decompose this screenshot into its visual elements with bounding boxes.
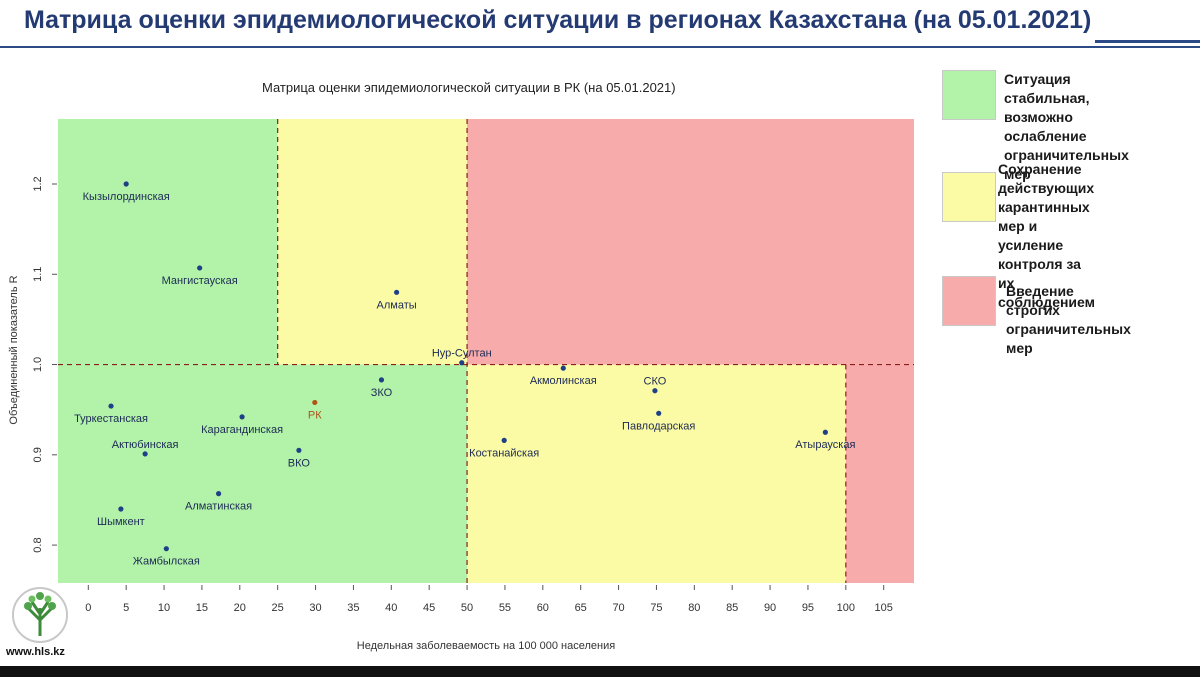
title-divider [0,46,1200,48]
legend-label: Ситуация стабильная, возможно ослабление… [1004,71,1129,182]
data-point [118,506,124,512]
chart-title: Матрица оценки эпидемиологической ситуац… [262,80,676,95]
point-label: Атырауская [795,439,855,451]
x-tick-label: 85 [726,602,738,614]
x-tick-label: 90 [764,602,776,614]
y-tick-label: 1.2 [32,176,44,191]
bottom-bar [0,666,1200,677]
x-tick-label: 65 [575,602,587,614]
legend-swatch-yellow [942,172,996,222]
point-label: Карагандинская [201,424,283,436]
data-point [394,289,400,295]
x-tick-label: 45 [423,602,435,614]
page-title: Матрица оценки эпидемиологической ситуац… [24,6,1092,34]
data-point [822,429,828,435]
data-point [197,265,203,271]
point-label: Алматинская [185,501,252,513]
y-tick-label: 1.0 [32,357,44,372]
x-tick-label: 80 [688,602,700,614]
x-tick-label: 15 [196,602,208,614]
data-point [163,546,169,552]
point-label: ЗКО [371,387,393,399]
data-point [652,388,658,394]
y-tick-label: 0.8 [32,537,44,552]
chart-axes: 0 5 10 15 20 25 30 35 40 45 50 55 60 65 70 75 80 85 90 95 10… [32,176,893,614]
x-tick-label: 50 [461,602,473,614]
point-label: Актюбинская [112,439,179,451]
point-label: Кызылординская [83,191,170,203]
point-label: Костанайская [469,447,539,459]
y-axis-label: Объединенный показатель R [8,275,20,424]
x-tick-label: 70 [612,602,624,614]
legend-label: Введение строгих ограничительных мер [1006,283,1131,356]
x-tick-label: 95 [802,602,814,614]
x-tick-label: 60 [537,602,549,614]
x-tick-label: 25 [272,602,284,614]
point-label: Жамбылская [133,556,200,568]
x-axis-label: Недельная заболеваемость на 100 000 насе… [357,640,615,652]
zone-green [58,119,278,365]
data-point [142,451,148,457]
y-tick-label: 0.9 [32,447,44,462]
data-point [560,365,566,371]
point-label: Мангистауская [162,275,238,287]
zone-green [58,364,468,583]
point-label: СКО [644,376,667,388]
x-tick-label: 10 [158,602,170,614]
data-point [501,437,507,443]
legend-swatch-red [942,276,996,326]
point-label: Акмолинская [530,375,597,387]
point-label: ВКО [288,457,311,469]
point-label: Нур-Султан [432,348,492,360]
x-tick-label: 100 [837,602,855,614]
footer-url: www.hls.kz [6,646,65,658]
point-label: Алматы [377,299,417,311]
point-label: Павлодарская [622,420,695,432]
data-point [123,181,129,187]
x-tick-label: 40 [385,602,397,614]
x-tick-label: 105 [875,602,893,614]
data-point [312,399,318,406]
zone-red [845,364,914,583]
data-point [239,414,245,420]
title-divider-accent [1095,40,1200,43]
x-tick-label: 20 [234,602,246,614]
data-point [108,403,114,409]
threshold-lines [58,119,914,583]
point-label: Шымкент [97,516,145,528]
data-point [215,491,222,497]
x-tick-label: 55 [499,602,511,614]
x-tick-label: 5 [123,602,129,614]
legend-label: Сохранение действующих карантинных мер и… [998,161,1095,310]
zone-backgrounds [58,119,914,583]
data-points: Кызылординская Мангистауская Алматы Нур-Сул… [74,181,855,568]
data-point [459,360,465,366]
point-label: РК [308,409,322,421]
data-point [378,377,385,383]
y-tick-label: 1.1 [32,267,44,282]
legend-swatch-green [942,70,996,120]
x-tick-label: 0 [85,602,91,614]
x-tick-label: 35 [347,602,359,614]
x-tick-label: 75 [650,602,662,614]
zone-yellow [277,119,468,365]
x-tick-label: 30 [309,602,321,614]
point-label: Туркестанская [74,413,148,425]
zone-red [467,119,914,365]
data-point [296,447,302,453]
hls-logo-icon [12,587,68,643]
zone-yellow [467,364,846,583]
data-point [656,410,662,416]
